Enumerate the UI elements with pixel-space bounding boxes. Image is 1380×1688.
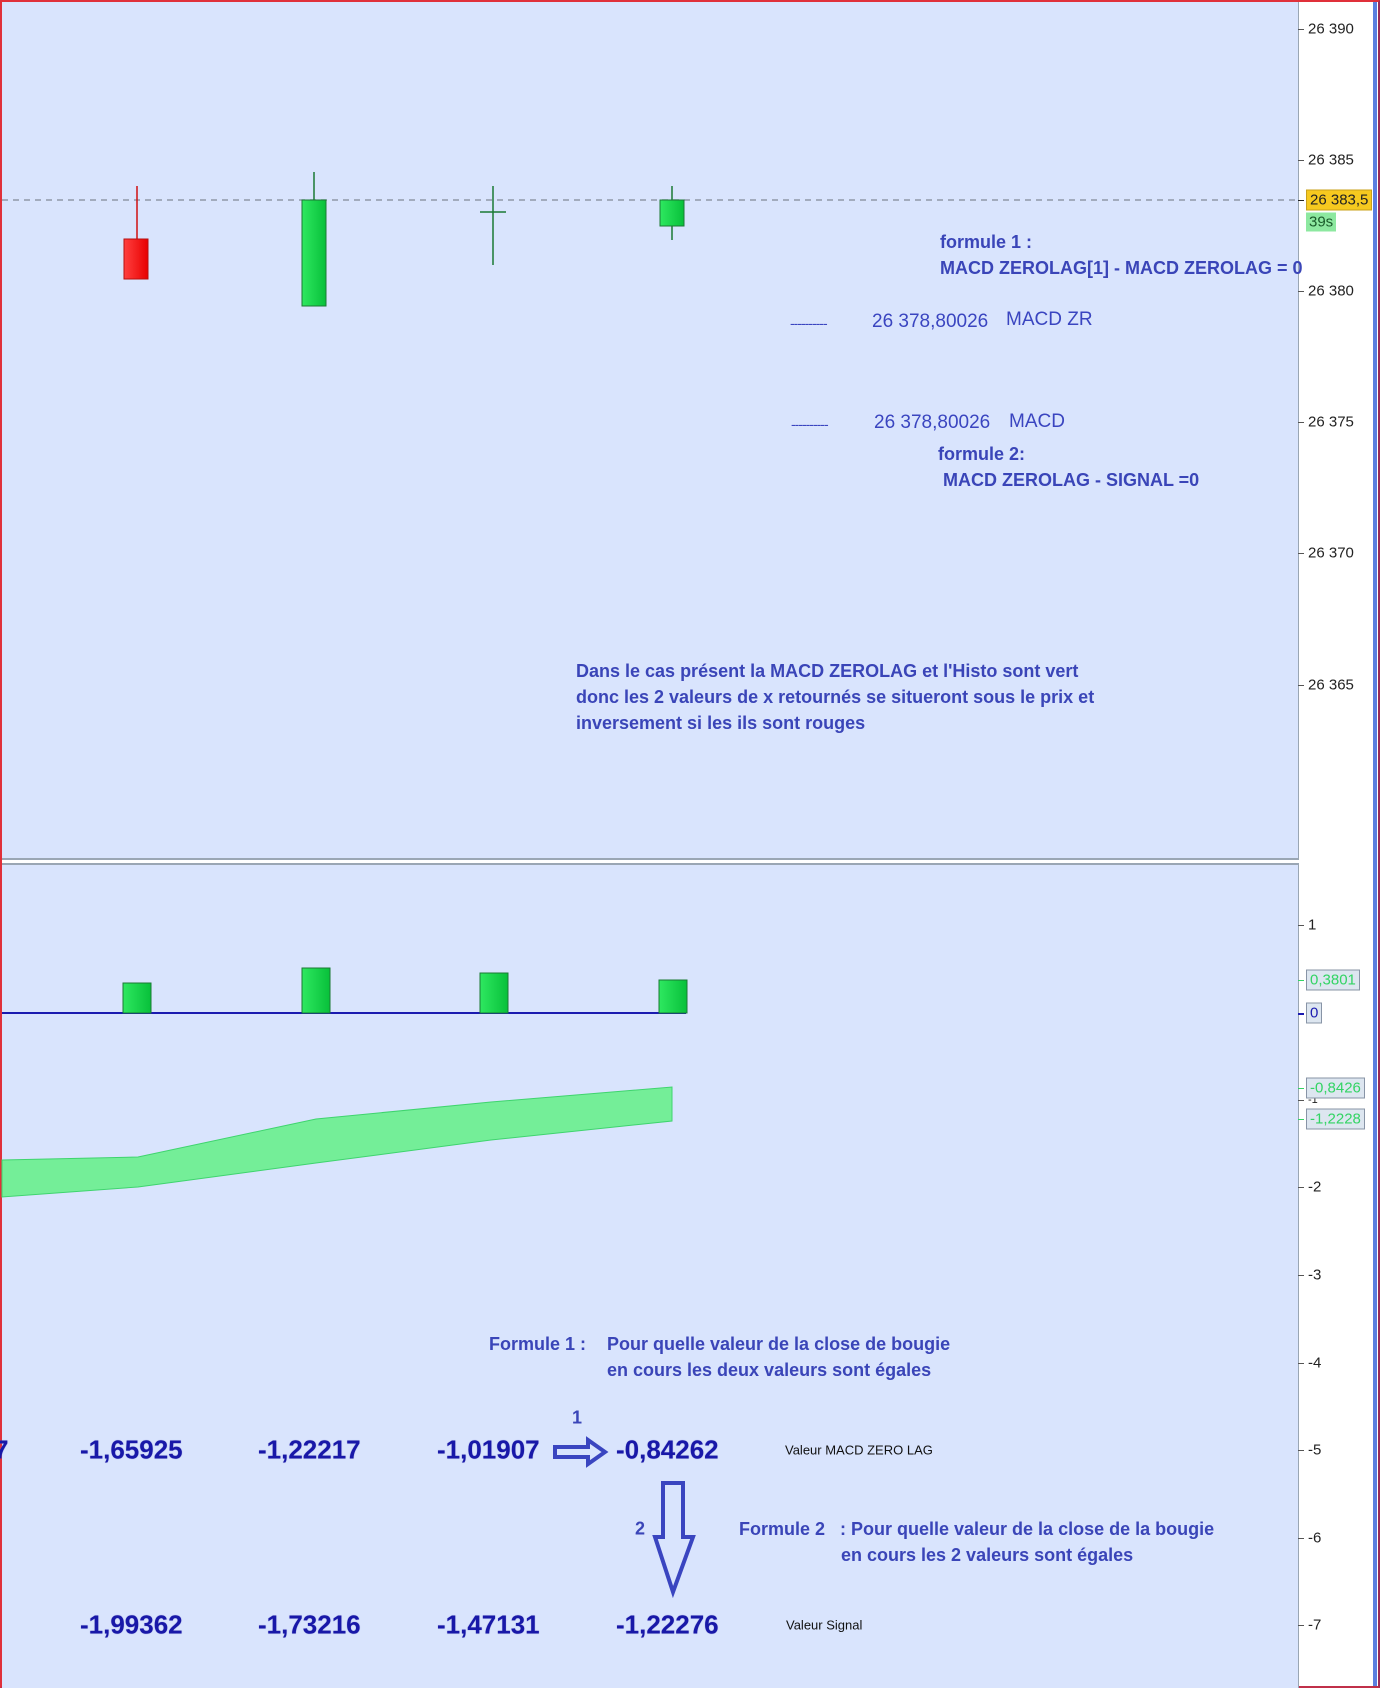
- candle-2-bullish: [301, 172, 327, 307]
- price-tick-26385: 26 385: [1308, 151, 1354, 169]
- tick-mark: [1298, 553, 1304, 554]
- indicator-pane[interactable]: [2, 863, 1299, 1688]
- candle-3-doji: [480, 186, 506, 265]
- macd-zerolag-value-3: -1,01907: [437, 1434, 540, 1465]
- tick-mark: [1298, 29, 1304, 30]
- macd-zerolag-clipped-value: 7: [0, 1434, 9, 1465]
- indicator-tick-1: 1: [1308, 916, 1317, 934]
- signal-tick: [1298, 1119, 1304, 1120]
- indicator-tick-minus-3: -3: [1308, 1266, 1322, 1284]
- current-price-tick: [1298, 200, 1304, 201]
- step-2-label: 2: [634, 1518, 646, 1539]
- window-edge: [1373, 2, 1377, 1686]
- histo-tick: [1298, 980, 1304, 981]
- explanation-line-3: inversement si les ils sont rouges: [576, 713, 866, 733]
- price-axis[interactable]: [1299, 2, 1373, 860]
- price-tick-26380: 26 380: [1308, 282, 1354, 300]
- candle-4-bullish: [659, 186, 685, 240]
- macd-tick: [1298, 1088, 1304, 1089]
- formula1-text-line-2: en cours les deux valeurs sont égales: [607, 1360, 932, 1380]
- signal-value-3: -1,47131: [437, 1609, 540, 1640]
- formule1-title: formule 1 :: [940, 232, 1033, 252]
- current-price-badge: 26 383,5: [1306, 189, 1373, 211]
- macd-zerolag-row-label: Valeur MACD ZERO LAG: [785, 1442, 933, 1458]
- indicator-tick-minus-6: -6: [1308, 1529, 1322, 1547]
- macd-zr-value: 26 378,80026: [872, 311, 989, 332]
- arrow-right-icon: [553, 1436, 609, 1468]
- arrow-down-icon: [652, 1481, 696, 1599]
- formule2-title: formule 2:: [938, 444, 1026, 464]
- indicator-tick-minus-5: -5: [1308, 1441, 1322, 1459]
- indicator-tick-minus-1: -1: [1308, 1094, 1318, 1106]
- indicator-axis[interactable]: [1299, 861, 1373, 1686]
- signal-row-label: Valeur Signal: [786, 1617, 863, 1633]
- price-tick-26375: 26 375: [1308, 413, 1354, 431]
- macd-zerolag-value-2: -1,22217: [258, 1434, 361, 1465]
- explanation-line-2: donc les 2 valeurs de x retournés se sit…: [576, 687, 1095, 707]
- tick-mark: [1298, 685, 1304, 686]
- formula1-label: Formule 1 :: [489, 1334, 587, 1354]
- explanation-line-1: Dans le cas présent la MACD ZEROLAG et l…: [576, 661, 1079, 681]
- formula2-label: Formule 2: [739, 1519, 826, 1539]
- histogram-value-badge: 0,3801: [1306, 969, 1360, 991]
- histogram-bar-1: [122, 982, 152, 1014]
- tick-mark: [1298, 925, 1304, 926]
- price-tick-26370: 26 370: [1308, 544, 1354, 562]
- price-tick-26365: 26 365: [1308, 676, 1354, 694]
- macd-zerolag-value-1: -1,65925: [80, 1434, 183, 1465]
- formula2-text-line-2: en cours les 2 valeurs sont égales: [841, 1545, 1134, 1565]
- zero-tick: [1298, 1013, 1304, 1015]
- price-tick-26390: 26 390: [1308, 20, 1354, 38]
- macd-value: 26 378,80026: [874, 412, 991, 433]
- tick-mark: [1298, 1187, 1304, 1188]
- tick-mark: [1298, 1538, 1304, 1539]
- indicator-tick-minus-2: -2: [1308, 1178, 1322, 1196]
- macd-label: MACD: [1009, 411, 1065, 432]
- signal-value-2: -1,73216: [258, 1609, 361, 1640]
- macd-dashes: ----------: [791, 416, 829, 432]
- indicator-tick-minus-4: -4: [1308, 1354, 1322, 1372]
- tick-mark: [1298, 1275, 1304, 1276]
- tick-mark: [1298, 422, 1304, 423]
- tick-mark: [1298, 1363, 1304, 1364]
- price-pane[interactable]: [2, 2, 1299, 860]
- tick-mark: [1298, 1100, 1304, 1101]
- indicator-tick-minus-7: -7: [1308, 1616, 1322, 1634]
- tick-mark: [1298, 291, 1304, 292]
- macd-zerolag-value-badge: -0,8426: [1306, 1077, 1365, 1099]
- formula2-text-line-1: : Pour quelle valeur de la close de la b…: [840, 1519, 1215, 1539]
- histogram-bar-2: [301, 967, 331, 1014]
- signal-value-1: -1,99362: [80, 1609, 183, 1640]
- macd-zr-label: MACD ZR: [1006, 309, 1093, 330]
- tick-mark: [1298, 160, 1304, 161]
- step-1-label: 1: [571, 1407, 583, 1428]
- zero-value-badge: 0: [1306, 1002, 1323, 1024]
- macd-zr-dashes: ----------: [790, 315, 828, 331]
- macd-zerolag-value-4: -0,84262: [616, 1434, 719, 1465]
- histogram-bar-4: [658, 979, 688, 1014]
- histogram-bar-3: [479, 972, 509, 1014]
- formule1-expression: MACD ZEROLAG[1] - MACD ZEROLAG = 0: [940, 258, 1303, 278]
- formule2-expression: MACD ZEROLAG - SIGNAL =0: [943, 470, 1200, 490]
- macd-signal-band: [1, 1086, 673, 1198]
- tick-mark: [1298, 1625, 1304, 1626]
- signal-value-badge: -1,2228: [1306, 1108, 1365, 1130]
- signal-value-4: -1,22276: [616, 1609, 719, 1640]
- tick-mark: [1298, 1450, 1304, 1451]
- candle-timer-badge: 39s: [1306, 212, 1337, 232]
- formula1-text-line-1: Pour quelle valeur de la close de bougie: [607, 1334, 951, 1354]
- candle-1-bearish: [123, 186, 149, 280]
